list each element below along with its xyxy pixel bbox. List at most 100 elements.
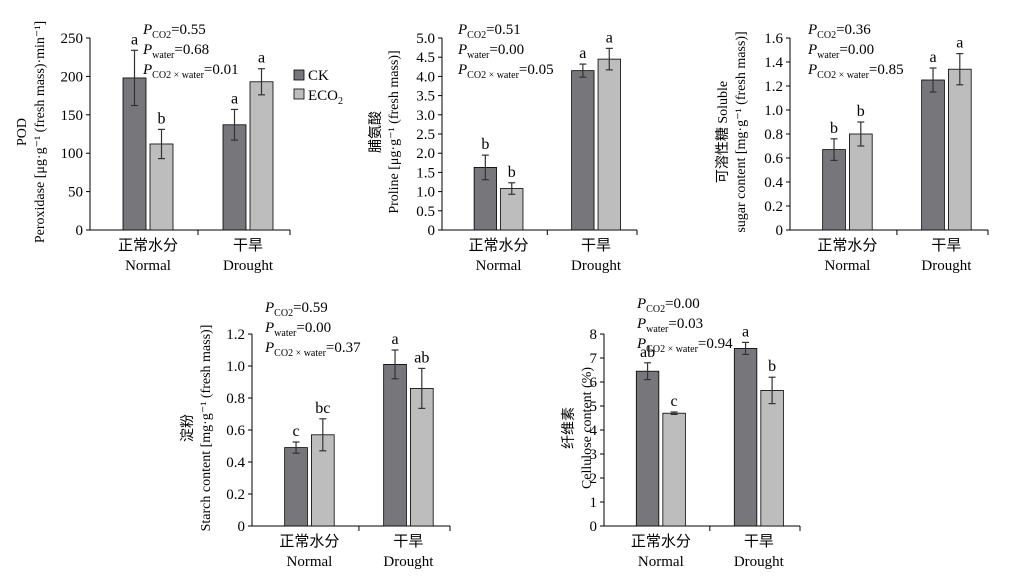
- y-tick-label: 0: [76, 223, 84, 239]
- stat-p-symbol: P: [264, 320, 274, 336]
- category-label-en: Normal: [287, 554, 333, 570]
- bar-eco2: [410, 387, 434, 527]
- bar-ck: [383, 363, 407, 527]
- stat-p-value: PCO2 × water=0.94: [636, 336, 733, 355]
- stat-p-symbol: P: [142, 42, 152, 58]
- y-tick-label: 0.2: [226, 487, 245, 503]
- category-label-en: Normal: [125, 258, 171, 274]
- stat-p-subscript: water: [467, 50, 490, 61]
- y-axis-label: POD Peroxidase [μg·g⁻¹ (fresh mass)·min⁻¹…: [15, 21, 48, 243]
- stat-p-value-text: =0.00: [665, 296, 700, 312]
- stat-p-value: PCO2=0.51: [457, 22, 521, 41]
- stat-p-value: PCO2 × water=0.85: [807, 62, 904, 81]
- bar-ck: [921, 79, 945, 231]
- y-tick-label: 4.5: [416, 50, 435, 66]
- significance-letter: a: [258, 50, 265, 67]
- stat-p-value-text: =0.01: [204, 62, 239, 78]
- bar-ck: [284, 447, 308, 527]
- stat-p-value: PCO2 × water=0.37: [264, 340, 361, 359]
- legend-label-eco2-sub: 2: [338, 96, 343, 107]
- significance-letter: a: [606, 29, 613, 46]
- stat-p-symbol: P: [142, 62, 152, 78]
- category-label-en: Normal: [476, 258, 522, 274]
- y-tick-label: 0.2: [764, 199, 783, 215]
- significance-letter: ab: [414, 349, 429, 366]
- y-tick-label: 0.6: [764, 151, 783, 167]
- legend-swatch-ck: [293, 69, 305, 81]
- significance-letter: c: [292, 423, 299, 440]
- stat-p-symbol: P: [636, 296, 646, 312]
- stat-p-value: PCO2 × water=0.05: [457, 62, 554, 81]
- stat-p-symbol: P: [807, 62, 817, 78]
- y-axis-label-line: Peroxidase [μg·g⁻¹ (fresh mass)·min⁻¹]: [33, 21, 48, 243]
- category-label-zh: 干旱: [931, 238, 961, 254]
- y-tick-label: 5.0: [416, 31, 435, 47]
- y-axis-label-line: Cellulose content (%): [580, 367, 595, 489]
- significance-letter: a: [579, 45, 586, 62]
- category-label-zh: 干旱: [393, 534, 423, 550]
- category-label-zh: 正常水分: [469, 237, 529, 254]
- y-tick-label: 150: [61, 108, 84, 124]
- stat-p-value: Pwater=0.68: [142, 42, 209, 61]
- chart-panel-1: 0 50 100 150 200 250 正常水分 Normal a b 干旱 Drought a a PO…: [15, 21, 291, 274]
- y-tick-label: 1: [590, 495, 598, 511]
- stat-p-value-text: =0.00: [296, 320, 331, 336]
- stat-p-value-text: =0.37: [326, 340, 361, 356]
- bar-eco2: [249, 81, 274, 231]
- bar-eco2: [760, 389, 784, 527]
- y-tick-label: 1.5: [416, 165, 435, 181]
- stat-p-symbol: P: [457, 22, 467, 38]
- y-tick-label: 0.4: [764, 175, 783, 191]
- stat-p-subscript: water: [274, 328, 297, 339]
- stat-p-subscript: CO2: [467, 30, 486, 41]
- stat-p-value-text: =0.51: [486, 22, 521, 38]
- y-tick-label: 0: [428, 223, 436, 239]
- significance-letter: bc: [315, 400, 330, 417]
- bar-ck: [635, 370, 660, 527]
- legend: CK ECO2: [293, 68, 343, 107]
- stat-p-value-text: =0.00: [839, 42, 874, 58]
- y-tick-label: 1.6: [764, 31, 783, 47]
- legend-label-eco2-main: ECO: [308, 88, 338, 104]
- stat-p-subscript: water: [646, 324, 669, 335]
- stat-p-symbol: P: [636, 336, 646, 352]
- significance-letter: b: [508, 164, 516, 181]
- y-tick-label: 2.5: [416, 127, 435, 143]
- significance-letter: b: [768, 358, 776, 375]
- stat-p-value-text: =0.85: [869, 62, 904, 78]
- legend-label-ck: CK: [308, 68, 329, 84]
- bar-eco2: [948, 68, 972, 231]
- y-tick-label: 6: [590, 375, 598, 391]
- significance-letter: ab: [640, 344, 655, 361]
- y-axis-label: 淀粉 Starch content [mg·g⁻¹ (fresh mass)]: [180, 325, 214, 532]
- category-label-en: Drought: [383, 554, 434, 570]
- y-tick-label: 1.2: [226, 327, 245, 343]
- category-label-zh: 干旱: [233, 238, 263, 254]
- y-tick-label: 5: [590, 399, 598, 415]
- stat-p-subscript: CO2 × water: [467, 70, 519, 81]
- stat-p-value: Pwater=0.03: [636, 316, 703, 335]
- y-tick-label: 50: [68, 185, 83, 201]
- y-tick-label: 250: [61, 31, 84, 47]
- stat-p-value: Pwater=0.00: [807, 42, 874, 61]
- y-axis-label-line: 纤维素: [561, 407, 577, 449]
- category-label-zh: 正常水分: [118, 237, 178, 254]
- category-label-zh: 正常水分: [279, 533, 339, 550]
- y-tick-label: 100: [61, 146, 84, 162]
- stat-p-value: PCO2=0.55: [142, 22, 206, 41]
- stat-p-subscript: CO2: [274, 308, 293, 319]
- bar-eco2: [597, 58, 621, 231]
- category-label-en: Normal: [638, 554, 684, 570]
- chart-panel-3: 0 0.2 0.4 0.6 0.8 1.0 1.2 1.4 1.6 正常水分 Normal b b 干旱 D…: [715, 22, 989, 274]
- chart-panel-4: 0 0.2 0.4 0.6 0.8 1.0 1.2 正常水分 Normal cbc 干旱 Drough…: [180, 300, 451, 570]
- stat-p-value-text: =0.55: [171, 22, 206, 38]
- y-axis-label-line: Proline [μg·g⁻¹ (fresh mass)]: [387, 50, 402, 213]
- category-label-zh: 干旱: [581, 238, 611, 254]
- legend-swatch-eco2: [293, 88, 305, 100]
- chart-panel-2: 0 0.5 1.0 1.5 2.0 2.5 3.0 3.5 4.0 4.5 5.0 正常水分 Norma…: [368, 22, 638, 274]
- y-tick-label: 7: [590, 351, 598, 367]
- significance-letter: b: [857, 103, 865, 120]
- significance-letter: a: [231, 90, 238, 107]
- y-tick-label: 200: [61, 69, 84, 85]
- stat-p-value: PCO2=0.36: [807, 22, 871, 41]
